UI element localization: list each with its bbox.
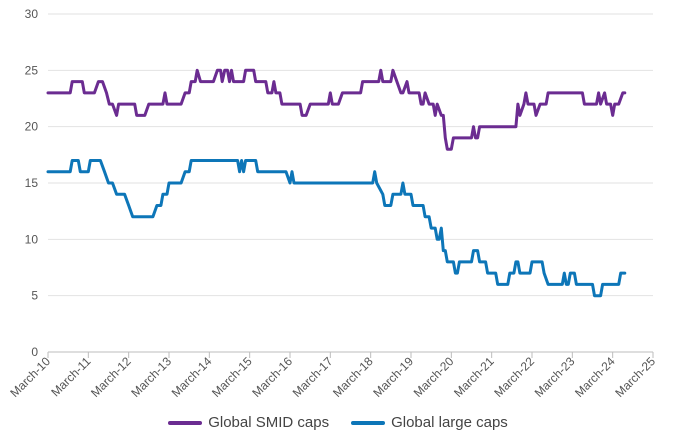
y-tick-label: 15 <box>25 176 39 190</box>
y-axis-ticks: 0 5 10 15 20 25 30 <box>25 7 39 359</box>
y-tick-label: 0 <box>31 345 38 359</box>
series-lines <box>46 68 627 298</box>
legend-swatch-large <box>351 420 386 425</box>
y-tick-label: 20 <box>25 120 39 134</box>
x-tick-label: March-23 <box>532 354 578 400</box>
gridlines <box>48 13 653 297</box>
x-tick-label: March-22 <box>491 354 537 400</box>
x-tick-label: March-10 <box>7 354 53 400</box>
legend-label-large: Global large caps <box>391 414 508 431</box>
legend-swatch-smid <box>168 420 203 425</box>
x-tick-label: March-15 <box>209 354 255 400</box>
x-tick-label: March-25 <box>612 354 658 400</box>
x-tick-label: March-21 <box>451 354 497 400</box>
x-tick-label: March-17 <box>290 354 336 400</box>
x-tick-label: March-13 <box>128 354 174 400</box>
y-tick-label: 10 <box>25 232 39 246</box>
series-line-smid <box>46 68 627 151</box>
legend-item-smid[interactable]: Global SMID caps <box>168 414 329 431</box>
x-axis-ticks: March-10March-11March-12March-13March-14… <box>7 352 658 400</box>
x-tick-label: March-12 <box>88 354 134 400</box>
y-tick-label: 30 <box>25 7 39 21</box>
x-tick-label: March-24 <box>572 354 618 400</box>
x-tick-label: March-16 <box>249 354 295 400</box>
y-tick-label: 5 <box>31 289 38 303</box>
legend-label-smid: Global SMID caps <box>208 414 330 431</box>
x-tick-label: March-11 <box>48 354 93 399</box>
x-tick-label: March-18 <box>330 354 376 400</box>
legend: Global SMID caps Global large caps <box>0 414 676 431</box>
x-tick-label: March-14 <box>169 354 215 400</box>
x-tick-label: March-19 <box>370 354 416 400</box>
series-line-large <box>46 159 627 298</box>
y-tick-label: 25 <box>25 63 39 77</box>
x-tick-label: March-20 <box>411 354 457 400</box>
legend-item-large[interactable]: Global large caps <box>351 414 508 431</box>
